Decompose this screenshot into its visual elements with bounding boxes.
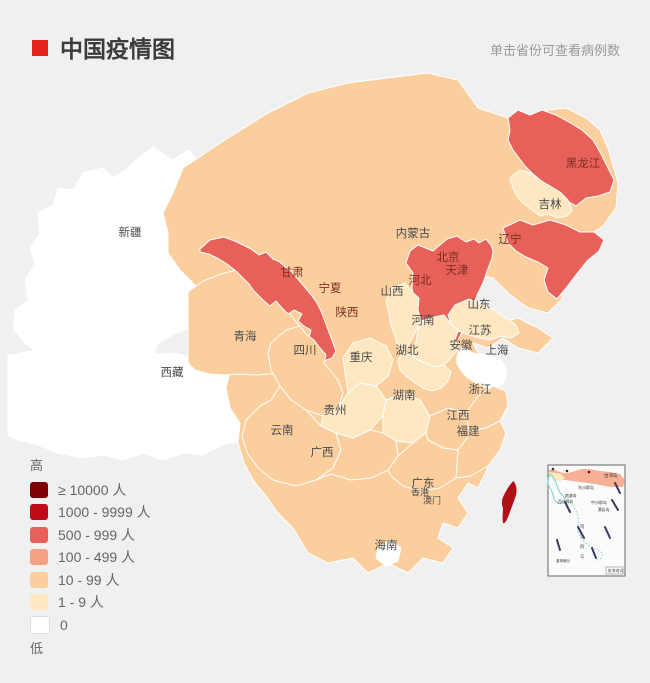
- svg-text:黄岩岛: 黄岩岛: [598, 507, 610, 512]
- svg-text:西沙群岛: 西沙群岛: [558, 499, 573, 504]
- svg-text:岛: 岛: [580, 553, 585, 560]
- svg-text:群: 群: [580, 543, 585, 550]
- svg-text:台湾岛: 台湾岛: [604, 472, 618, 479]
- svg-text:南: 南: [580, 523, 585, 529]
- svg-text:曾母暗沙: 曾母暗沙: [556, 558, 570, 563]
- svg-text:东沙群岛: 东沙群岛: [578, 484, 594, 490]
- svg-text:沙: 沙: [580, 534, 585, 539]
- svg-text:南海诸岛: 南海诸岛: [608, 567, 624, 573]
- svg-text:南澳岛: 南澳岛: [565, 493, 577, 498]
- svg-text:中沙群岛: 中沙群岛: [591, 499, 607, 505]
